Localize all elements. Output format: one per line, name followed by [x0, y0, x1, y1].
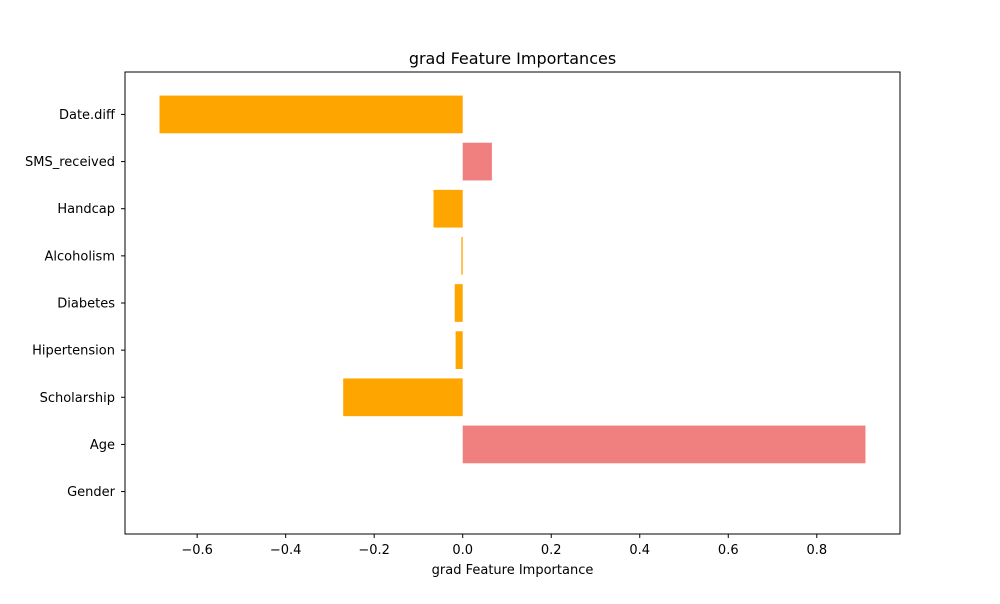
y-tick-label: Gender — [67, 485, 116, 500]
plot-frame — [124, 71, 901, 535]
y-tick-label: Age — [90, 438, 115, 453]
x-tick-label: 0.0 — [452, 543, 473, 558]
x-tick-label: −0.6 — [181, 543, 213, 558]
y-tick-label: Handcap — [57, 202, 115, 217]
bar-diabetes — [454, 284, 463, 322]
y-axis: Gender Age Scholarship Hipertension Diabetes… — [25, 108, 125, 500]
x-tick-label: 0.6 — [718, 543, 739, 558]
y-tick-label: Diabetes — [57, 297, 115, 312]
x-axis: −0.6 −0.4 −0.2 0.0 0.2 0.4 0.6 0.8 — [181, 534, 827, 558]
x-tick-label: −0.2 — [358, 543, 390, 558]
bars-layer — [159, 95, 866, 464]
bar-handcap — [433, 189, 463, 228]
bar-scholarship — [343, 378, 463, 417]
y-tick-label: SMS_received — [25, 155, 115, 170]
x-tick-label: 0.8 — [806, 543, 827, 558]
x-axis-label: grad Feature Importance — [432, 563, 594, 578]
bar-date-diff — [159, 95, 463, 134]
x-tick-label: 0.4 — [629, 543, 650, 558]
y-tick-label: Scholarship — [40, 391, 115, 406]
y-tick-label: Alcoholism — [45, 249, 115, 264]
y-tick-label: Hipertension — [32, 344, 115, 359]
y-tick-label: Date.diff — [59, 108, 116, 123]
x-tick-label: 0.2 — [541, 543, 562, 558]
bar-alcoholism — [461, 237, 463, 275]
bar-hipertension — [455, 331, 463, 369]
chart-title: grad Feature Importances — [409, 49, 616, 68]
x-tick-label: −0.4 — [270, 543, 302, 558]
bar-sms-received — [462, 142, 492, 181]
bar-age — [462, 425, 866, 464]
